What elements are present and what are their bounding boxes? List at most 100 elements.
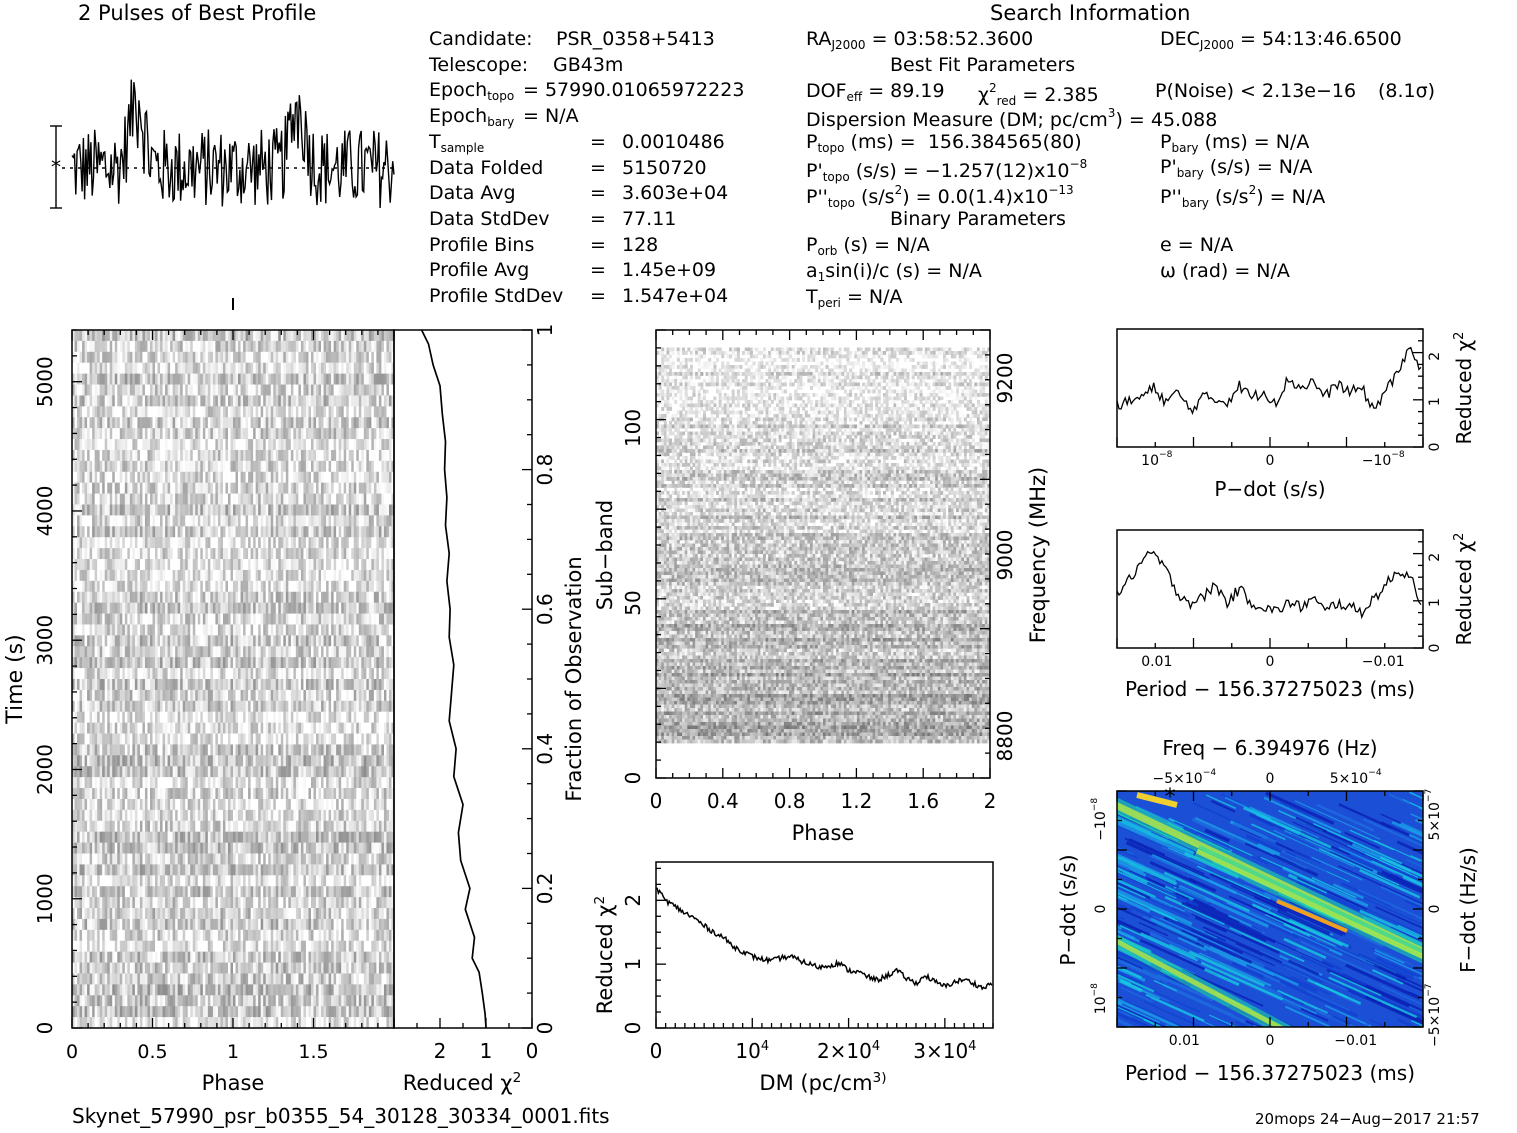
candidate-info-label: Telescope: [429, 55, 528, 75]
candidate-info-label: Data Folded [429, 158, 543, 178]
candidate-info-eq: = [590, 209, 606, 229]
sb-ytick-label: 50 [621, 590, 645, 615]
map-y2tick-label: 5×10−7 [1424, 788, 1443, 840]
map-ylabel: P−dot (s/s) [1056, 854, 1080, 965]
sb-ytick-label: 100 [621, 409, 645, 447]
candidate-info-label: Profile Bins [429, 235, 534, 255]
search-title: Search Information [990, 3, 1190, 24]
time-phase-image [72, 330, 394, 1028]
pdot-ylabel: Reduced χ2 [1452, 332, 1476, 445]
porb-line: Porb (s) = N/A [806, 236, 930, 258]
pdot-line [1116, 346, 1422, 416]
dm-ylabel: Reduced χ2 [592, 896, 617, 1015]
map-ytick-label: 10−8 [1090, 983, 1109, 1014]
period-ytick-label: 2 [1427, 553, 1443, 562]
period-line [1116, 550, 1422, 620]
dm-xtick-label: 2×104 [817, 1039, 880, 1063]
pdot-period-map: * 0.01 0 −0.01 −5×10−4 0 5×10−4 Freq − 6.394976… [1056, 736, 1480, 1085]
profile-title: 2 Pulses of Best Profile [78, 3, 316, 24]
filename: Skynet_57990_psr_b0355_54_30128_30334_00… [72, 1106, 610, 1126]
candidate-info-label: Tsample [429, 132, 484, 154]
chi-pdot-plot: 10−8 0 −10−8 P−dot (s/s) 0 1 2 Reduced χ2 [1116, 328, 1476, 501]
dm-line [655, 887, 993, 991]
map-y2tick-label: 0 [1427, 905, 1443, 914]
chi-frac-ytick-label: 0 [533, 1022, 557, 1035]
pdbary-line: P'bary (s/s) = N/A [1160, 158, 1312, 180]
binary-title: Binary Parameters [890, 210, 1066, 229]
dm-frame [655, 861, 994, 1029]
profile-line [71, 79, 395, 209]
map-xtick-label: 0 [1266, 1033, 1275, 1049]
tp-xtick-label: 1 [227, 1041, 239, 1063]
candidate-info-eq: = [590, 261, 606, 280]
sb-ytick-label: 0 [621, 772, 645, 785]
dm-xtick-label: 0 [650, 1039, 663, 1063]
map-x2tick-label: 0 [1266, 771, 1275, 787]
sb-xtick-label: 0.8 [774, 789, 806, 813]
period-xtick-label: 0 [1266, 654, 1275, 670]
candidate-info-value: PSR_0358+5413 [556, 30, 715, 49]
sb-xtick-label: 0.4 [707, 789, 739, 813]
pddtopo-line: P''topo (s/s2) = 0.0(1.4)x10−13 [806, 184, 1074, 209]
tp-xlabel: Phase [202, 1071, 265, 1095]
candidate-info-eq: = [590, 158, 606, 178]
map-ytick-label: −10−8 [1090, 798, 1109, 841]
period-xtick-label: 0.01 [1141, 654, 1172, 670]
timestamp: 20mops 24−Aug−2017 21:57 [1255, 1112, 1480, 1127]
best-fit-marker: * [1165, 785, 1176, 810]
pdot-ytick-label: 1 [1427, 397, 1443, 406]
chi-frac-ytick-label: 0.2 [533, 872, 557, 904]
candidate-info-label: Profile Avg [429, 261, 529, 280]
chi-line: χ2red = 2.385 [978, 82, 1099, 107]
map-xtick-label: 0.01 [1169, 1033, 1200, 1049]
candidate-info-label: Data StdDev [429, 209, 550, 229]
tp-ylabel: Time (s) [3, 634, 28, 724]
sb-xtick-label: 0 [650, 789, 663, 813]
candidate-info-value: 1.45e+09 [622, 261, 716, 280]
tp-ytick-label: 5000 [33, 356, 57, 407]
e-line: e = N/A [1160, 236, 1233, 255]
candidate-info-value: = 57990.01065972223 [523, 81, 744, 100]
candidate-info-label: Data Avg [429, 184, 516, 203]
period-xlabel: Period − 156.37275023 (ms) [1125, 677, 1415, 701]
pdot-map-image [1117, 791, 1423, 1027]
tp-ytick-label: 2000 [33, 744, 57, 795]
chi-frac-ytick-label: 0.6 [533, 593, 557, 625]
map-x2tick-label: 5×10−4 [1330, 768, 1382, 787]
candidate-info-label: Candidate: [429, 30, 533, 49]
dm-ytick-label: 2 [621, 894, 645, 907]
candidate-info-value: 3.603e+04 [622, 184, 728, 203]
period-frame [1116, 529, 1424, 649]
tperi-line: Tperi = N/A [806, 288, 903, 310]
dm-line: Dispersion Measure (DM; pc/cm3) = 45.088 [806, 107, 1217, 130]
candidate-info-eq: = [590, 184, 606, 203]
sb-y2label: Frequency (MHz) [1026, 467, 1050, 643]
tp-ytick-label: 3000 [33, 615, 57, 666]
tp-xtick-label: 0 [66, 1041, 78, 1063]
pdot-xtick-label: −10−8 [1362, 450, 1405, 469]
map-xtick-label: −0.01 [1334, 1033, 1377, 1049]
period-ytick-label: 1 [1427, 598, 1443, 607]
pdot-xtick-label: 0 [1266, 453, 1275, 469]
sigma-line: (8.1σ) [1378, 82, 1435, 101]
chi-frac-xtick-label: 0 [526, 1039, 539, 1063]
pdtopo-line: P'topo (s/s) = −1.257(12)x10−8 [806, 158, 1087, 183]
chi-frac-line [420, 329, 487, 1029]
map-y2label: F−dot (Hz/s) [1456, 847, 1480, 973]
tp-xtick-label: 1.5 [298, 1041, 328, 1063]
map-title: Freq − 6.394976 (Hz) [1162, 736, 1377, 760]
tp-ytick-label: 4000 [33, 486, 57, 537]
candidate-info-value: 0.0010486 [622, 132, 725, 152]
candidate-info-eq: = [590, 132, 606, 152]
sb-xtick-label: 1.2 [840, 789, 872, 813]
tp-xtick-label: 0.5 [137, 1041, 167, 1063]
sb-ylabel: Sub−band [593, 500, 617, 610]
dm-ytick-label: 1 [621, 958, 645, 971]
chi-frac-ytick-label: 0.4 [533, 733, 557, 765]
period-ytick-label: 0 [1427, 644, 1443, 653]
candidate-info-eq: = [590, 287, 606, 306]
pdot-frame [1116, 328, 1424, 448]
dof-line: DOFeff = 89.19 [806, 82, 945, 104]
time-phase-plot: 0 0.5 1 1.5 Phase 0 1000 2000 3000 4000 5000 Time (… [3, 329, 395, 1095]
